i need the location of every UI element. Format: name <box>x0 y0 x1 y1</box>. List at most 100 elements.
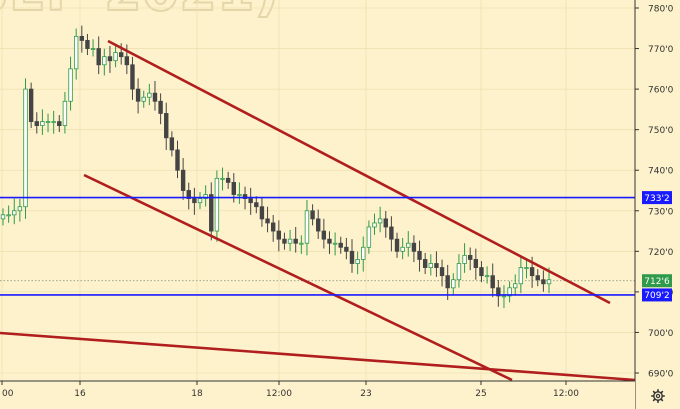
candle-body <box>73 35 79 70</box>
candle-body <box>434 263 439 268</box>
candle-body <box>197 198 203 204</box>
candle-body <box>372 222 377 228</box>
y-grid <box>0 7 635 374</box>
candle-body <box>316 218 321 232</box>
candle-body <box>507 287 512 297</box>
candle-body <box>209 194 214 232</box>
level-lines <box>0 196 635 296</box>
level-price-badge <box>642 191 672 205</box>
candle-body <box>28 88 34 122</box>
level-price-badge-label: 733'2 <box>644 194 669 204</box>
last-price-badge <box>642 274 672 288</box>
y-tick-label: 740'0 <box>648 167 674 177</box>
candle-body <box>175 149 180 171</box>
candle-body <box>304 210 310 244</box>
candle-body <box>203 194 208 200</box>
candle-body <box>6 214 11 217</box>
candle-body <box>501 295 507 298</box>
candle-body <box>90 48 96 50</box>
candle-body <box>40 121 45 127</box>
candle-body <box>428 263 433 268</box>
candle-body <box>394 238 400 252</box>
candle-body <box>141 96 146 102</box>
time-axis-panel[interactable] <box>0 381 635 409</box>
x-tick-label: 12:00 <box>553 389 579 399</box>
candle-body <box>422 259 428 268</box>
trend-line-lower[interactable] <box>83 173 513 382</box>
candle-body <box>344 246 349 252</box>
candle-body <box>338 242 343 248</box>
candle-body <box>535 275 540 281</box>
candle-body <box>473 259 479 268</box>
candle-body <box>68 68 73 102</box>
candle-body <box>287 238 293 244</box>
candle-body <box>124 56 130 66</box>
candle-body <box>265 218 270 224</box>
x-axis-ticks: 00 16 18 12:00 23 25 12:00 <box>1 381 579 399</box>
candle-body <box>237 194 242 196</box>
level-price-badge <box>642 288 672 302</box>
candle-body <box>220 177 225 180</box>
y-tick-label: 770'0 <box>648 45 674 55</box>
candle-body <box>349 250 355 264</box>
candle-body <box>451 279 456 289</box>
candle-body <box>96 48 101 66</box>
candle-body <box>366 226 372 248</box>
candle-body <box>107 56 113 62</box>
trend-line-bottom[interactable] <box>0 331 636 382</box>
candle-body <box>12 210 17 216</box>
candle-body <box>467 254 473 260</box>
trend-line-upper[interactable] <box>107 39 611 305</box>
candle-body <box>377 218 383 224</box>
candle-body <box>282 238 287 244</box>
candles <box>0 25 552 309</box>
candle-body <box>231 181 236 195</box>
candle-body <box>0 214 6 220</box>
candle-body <box>147 92 152 98</box>
trend-lines <box>0 39 636 382</box>
x-tick-label: 18 <box>191 389 203 399</box>
candle-body <box>439 267 445 277</box>
candle-body <box>23 88 28 208</box>
candle-body <box>546 279 552 285</box>
candle-body <box>79 35 85 41</box>
candle-body <box>406 242 411 248</box>
candle-body <box>518 267 524 285</box>
candle-body <box>417 250 422 260</box>
last-price-badge-label: 712'6 <box>644 277 670 287</box>
candle-body <box>445 275 450 289</box>
candle-body <box>242 194 248 200</box>
candle-body <box>62 100 68 127</box>
y-tick-label: 690'0 <box>648 370 674 380</box>
y-tick-label: 700'0 <box>648 329 674 339</box>
candle-body <box>541 279 546 285</box>
y-tick-label: 730'0 <box>648 207 674 217</box>
candle-body <box>411 242 417 252</box>
candle-body <box>310 210 315 220</box>
candle-body <box>17 206 23 212</box>
price-badges: 733'2 709'2 712'6 <box>642 191 672 302</box>
candle-body <box>490 275 495 289</box>
y-tick-label: 780'0 <box>648 5 674 15</box>
candle-body <box>462 254 467 264</box>
gear-icon[interactable] <box>651 389 665 403</box>
x-tick-label: 23 <box>360 389 371 399</box>
price-axis-panel[interactable] <box>635 0 680 409</box>
candle-body <box>484 275 490 278</box>
candle-body <box>158 100 163 114</box>
candle-body <box>119 52 124 58</box>
candle-body <box>186 190 191 200</box>
candle-body <box>355 259 360 264</box>
x-tick-label: 25 <box>475 389 486 399</box>
candle-body <box>479 267 484 277</box>
candle-body <box>332 242 338 245</box>
x-tick-label: 00 <box>2 389 14 399</box>
candle-body <box>299 242 304 245</box>
candle-body <box>130 64 135 90</box>
candle-body <box>152 92 158 102</box>
candle-body <box>135 88 141 102</box>
candle-body <box>51 121 56 123</box>
candle-body <box>513 283 518 289</box>
candle-body <box>164 113 169 139</box>
